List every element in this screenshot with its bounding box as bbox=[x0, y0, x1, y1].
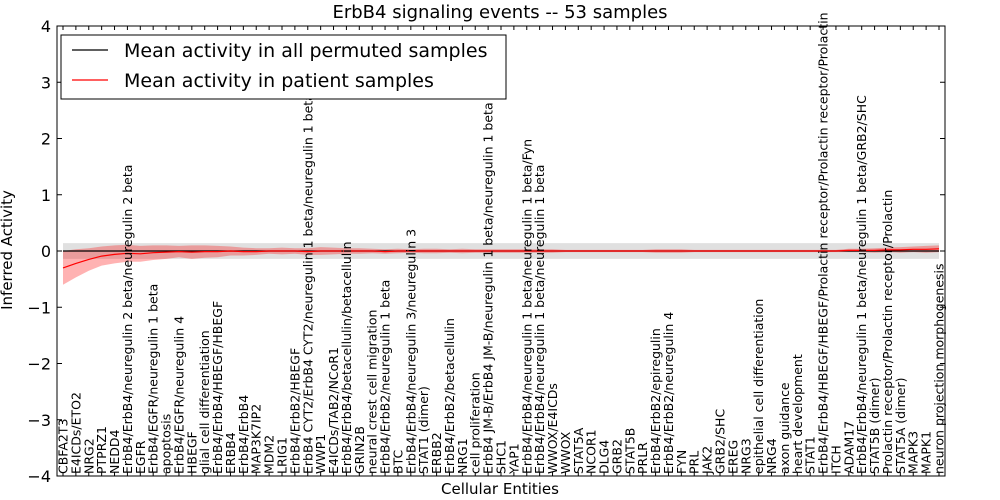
category-label: Prolactin receptor/Prolactin receptor/Pr… bbox=[880, 190, 895, 474]
category-label: glial cell differentiation bbox=[197, 330, 212, 474]
y-tick-label: −3 bbox=[27, 411, 51, 430]
category-label: HBEGF bbox=[184, 431, 199, 474]
category-label: ErbB4/ErbB2/HBEGF bbox=[287, 348, 302, 474]
y-tick-label: 4 bbox=[41, 17, 51, 36]
category-label: GRIN2B bbox=[352, 426, 367, 474]
patient-line bbox=[62, 248, 940, 269]
chart-title: ErbB4 signaling events -- 53 samples bbox=[332, 2, 667, 23]
patient-band bbox=[63, 244, 939, 285]
category-label: ErbB4/EGFR/neuregulin 4 bbox=[171, 316, 186, 474]
y-tick-label: 3 bbox=[41, 73, 51, 92]
category-label: ErbB4/EGFR/neuregulin 1 beta bbox=[146, 284, 161, 474]
category-label: epithelial cell differentiation bbox=[751, 299, 766, 474]
category-label: NCOR1 bbox=[584, 429, 599, 474]
category-label: ITCH bbox=[828, 445, 843, 474]
category-label: GRB2 bbox=[609, 439, 624, 474]
legend: Mean activity in all permuted samples Me… bbox=[60, 34, 507, 100]
y-tick-label: −4 bbox=[27, 467, 51, 486]
category-label: PRL bbox=[687, 451, 702, 474]
category-label: heart development bbox=[790, 354, 805, 474]
category-label: SHC1 bbox=[494, 440, 509, 474]
category-label: ErbB4/ErbB4/neuregulin 1 beta/neuregulin… bbox=[519, 139, 534, 474]
category-label: WWOX bbox=[558, 431, 573, 474]
category-label: ERBB2 bbox=[429, 432, 444, 474]
category-label: CBFA2T3 bbox=[56, 419, 71, 474]
y-axis-label: Inferred Activity bbox=[0, 190, 16, 310]
category-label: ERBB4 bbox=[223, 432, 238, 474]
category-label: NRG3 bbox=[738, 438, 753, 474]
category-label: ErbB4/ErbB4/HBEGF/HBEGF/Prolactin recept… bbox=[816, 12, 831, 474]
category-label: MDM2 bbox=[262, 435, 277, 474]
category-label: WWOX/E4ICDs bbox=[545, 383, 560, 474]
category-label: MAP3K7IP2 bbox=[249, 404, 264, 474]
category-label: neural crest cell migration bbox=[365, 310, 380, 474]
category-label: ErbB4/ErbB4/neuregulin 1 beta/neuregulin… bbox=[532, 165, 547, 474]
category-label: MAPK1 bbox=[919, 431, 934, 474]
category-label: JAK2 bbox=[700, 446, 715, 475]
category-label: STAT5A bbox=[571, 427, 586, 474]
category-label: ErbB4/ErbB4/neuregulin 2 beta/neuregulin… bbox=[120, 165, 135, 474]
y-tick-label: −2 bbox=[27, 355, 51, 374]
category-label: WWP1 bbox=[313, 434, 328, 474]
y-tick-label: −1 bbox=[27, 298, 51, 317]
category-label: PRLR bbox=[635, 442, 650, 474]
category-label: LRIG1 bbox=[275, 437, 290, 474]
y-tick-label: 2 bbox=[41, 130, 51, 149]
category-label: STAT1 bbox=[803, 436, 818, 474]
category-label: ErbB4/ErbB4/neuregulin 3/neuregulin 3 bbox=[403, 229, 418, 474]
category-label: ErbB4/ErbB2/betacellulin bbox=[442, 318, 457, 474]
legend-box bbox=[60, 34, 507, 100]
y-tick-label: 0 bbox=[41, 242, 51, 261]
category-label: NEDD4 bbox=[107, 430, 122, 474]
category-label: E4ICDs/ETO2 bbox=[68, 392, 83, 474]
category-label: ErbB4 JM-B/ErbB4 JM-B/neuregulin 1 beta/… bbox=[481, 102, 496, 474]
category-label: EGFR bbox=[133, 440, 148, 474]
category-label: ErbB4/ErbB4/HBEGF/HBEGF bbox=[210, 301, 225, 474]
category-label: ErbB4/ErbB4 bbox=[236, 395, 251, 474]
category-label: EREG bbox=[725, 440, 740, 474]
category-label: NRG4 bbox=[764, 438, 779, 474]
category-label: ErbB4/ErbB4/betacellulin/betacellulin bbox=[339, 241, 354, 474]
legend-label-patient: Mean activity in patient samples bbox=[124, 70, 434, 92]
category-label: STAT5A (dimer) bbox=[893, 378, 908, 474]
x-axis-label: Cellular Entities bbox=[441, 480, 559, 498]
category-label: GRB2/SHC bbox=[713, 409, 728, 474]
category-label: apoptosis bbox=[159, 414, 174, 474]
category-label: BTC bbox=[390, 450, 405, 474]
category-label: NRG2 bbox=[81, 438, 96, 474]
plot-area: −4 −3 −2 −1 0 1 2 3 4 CBFA2T3E4ICDs/ETO2NRG2PTPRZ… bbox=[27, 12, 946, 486]
legend-label-permuted: Mean activity in all permuted samples bbox=[124, 40, 487, 62]
category-label: STAT1 (dimer) bbox=[416, 386, 431, 474]
y-tick-label: 1 bbox=[41, 186, 51, 205]
category-label: ErbB4/ErbB2/epiregulin bbox=[648, 328, 663, 474]
category-label: ADAM17 bbox=[841, 421, 856, 474]
category-label: DLG4 bbox=[597, 440, 612, 474]
category-label: STAT5B (dimer) bbox=[867, 378, 882, 474]
category-label: PTPRZ1 bbox=[94, 426, 109, 474]
category-label: cell proliferation bbox=[468, 372, 483, 474]
category-label: ErbB4 CYT2/ErbB4 CYT2/neuregulin 1 beta/… bbox=[300, 93, 315, 474]
category-label: STAT5B bbox=[622, 428, 637, 474]
category-label: FYN bbox=[674, 450, 689, 474]
category-label: ErbB4/ErbB2/neuregulin 1 beta bbox=[378, 280, 393, 474]
category-label: neuron projection morphogenesis bbox=[932, 263, 947, 474]
category-label: axon guidance bbox=[777, 382, 792, 474]
category-label: ErbB4/ErbB4/neuregulin 1 beta/neuregulin… bbox=[854, 95, 869, 474]
category-label: MAPK3 bbox=[906, 431, 921, 474]
category-label: NRG1 bbox=[455, 438, 470, 474]
category-label: ErbB4/ErbB2/neuregulin 4 bbox=[661, 312, 676, 474]
category-label: YAP1 bbox=[506, 443, 521, 475]
category-label: E4ICDs/TAB2/NCoR1 bbox=[326, 347, 341, 474]
